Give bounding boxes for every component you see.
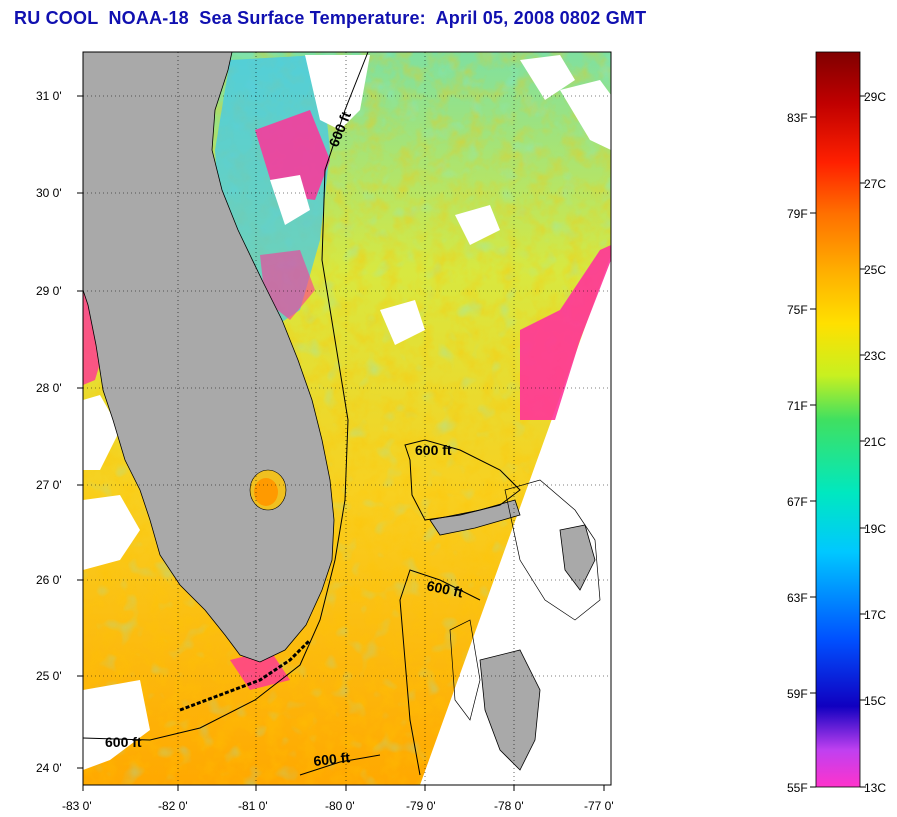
contour-label: 600 ft bbox=[425, 577, 464, 600]
lat-tick-label: 24 0' bbox=[36, 761, 62, 775]
map-title: RU COOL NOAA-18 Sea Surface Temperature:… bbox=[14, 8, 647, 28]
lon-tick-label: -78 0' bbox=[494, 799, 524, 813]
lat-tick-label: 28 0' bbox=[36, 381, 62, 395]
lon-tick-label: -79 0' bbox=[406, 799, 436, 813]
lat-tick-label: 26 0' bbox=[36, 573, 62, 587]
lat-tick-label: 29 0' bbox=[36, 284, 62, 298]
plot-area bbox=[83, 52, 611, 785]
bahamas-andros bbox=[479, 649, 541, 771]
florida-keys bbox=[179, 638, 312, 712]
isobath-north-bahamas bbox=[404, 439, 521, 521]
bahamas-abaco bbox=[559, 524, 596, 591]
lon-tick-label: -81 0' bbox=[238, 799, 268, 813]
lat-tick-label: 25 0' bbox=[36, 669, 62, 683]
lat-tick-label: 27 0' bbox=[36, 478, 62, 492]
contour-label: 600 ft bbox=[415, 442, 452, 458]
lon-tick-label: -82 0' bbox=[158, 799, 188, 813]
isobath-south bbox=[299, 754, 381, 776]
lat-tick-label: 31 0' bbox=[36, 89, 62, 103]
isobath-east bbox=[83, 52, 369, 741]
lon-tick-label: -83 0' bbox=[62, 799, 92, 813]
contour-label: 600 ft bbox=[105, 734, 142, 750]
lat-tick-label: 30 0' bbox=[36, 186, 62, 200]
plot-frame bbox=[82, 51, 612, 786]
lon-tick-label: -80 0' bbox=[325, 799, 355, 813]
lon-axis: -83 0' -82 0' -81 0' -80 0' -79 0' -78 0… bbox=[62, 785, 614, 813]
contour-label: 600 ft bbox=[313, 749, 351, 769]
grid bbox=[83, 52, 611, 785]
lon-tick-label: -77 0' bbox=[584, 799, 614, 813]
lat-axis: 31 0' 30 0' 29 0' 28 0' 27 0' 26 0' 25 0… bbox=[36, 89, 83, 775]
